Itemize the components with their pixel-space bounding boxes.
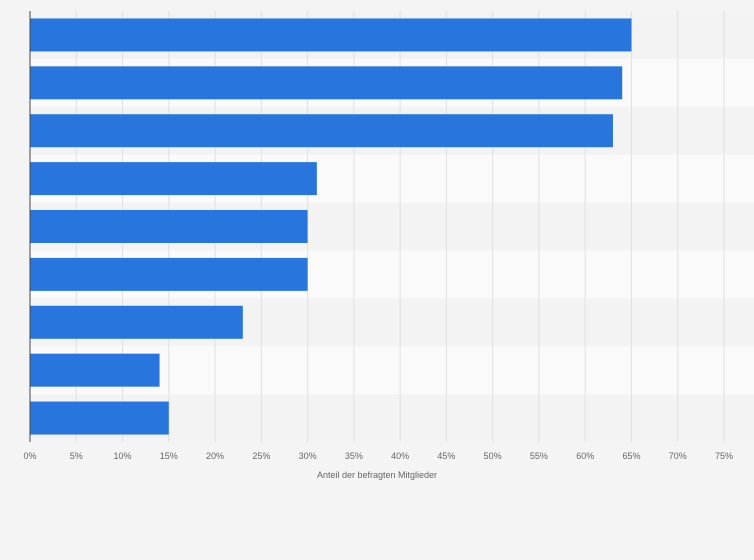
bar (30, 305, 243, 339)
x-tick-label: 45% (437, 451, 455, 461)
x-tick-label: 0% (23, 451, 36, 461)
x-tick-label: 25% (252, 451, 270, 461)
x-tick-label: 75% (715, 451, 733, 461)
bar (30, 401, 169, 435)
bar (30, 66, 623, 100)
x-tick-label: 60% (576, 451, 594, 461)
x-tick-label: 15% (160, 451, 178, 461)
bar (30, 162, 317, 196)
bar (30, 353, 160, 387)
x-tick-label: 30% (299, 451, 317, 461)
x-tick-label: 20% (206, 451, 224, 461)
bar (30, 210, 308, 243)
bar (30, 18, 632, 52)
x-tick-label: 10% (114, 451, 132, 461)
x-tick-label: 70% (669, 451, 687, 461)
x-tick-label: 5% (70, 451, 83, 461)
bars (30, 18, 632, 435)
x-tick-label: 35% (345, 451, 363, 461)
x-axis-title: Anteil der befragten Mitglieder (317, 470, 437, 480)
x-axis-tick-labels: 0% 5% 10% 15% 20% 25% 30% 35% 40% 45% 50% 55% 60% 65%… (23, 451, 733, 461)
bar (30, 114, 613, 148)
bar (30, 257, 308, 291)
x-tick-label: 50% (484, 451, 502, 461)
x-tick-label: 40% (391, 451, 409, 461)
x-tick-label: 65% (622, 451, 640, 461)
x-tick-label: 55% (530, 451, 548, 461)
